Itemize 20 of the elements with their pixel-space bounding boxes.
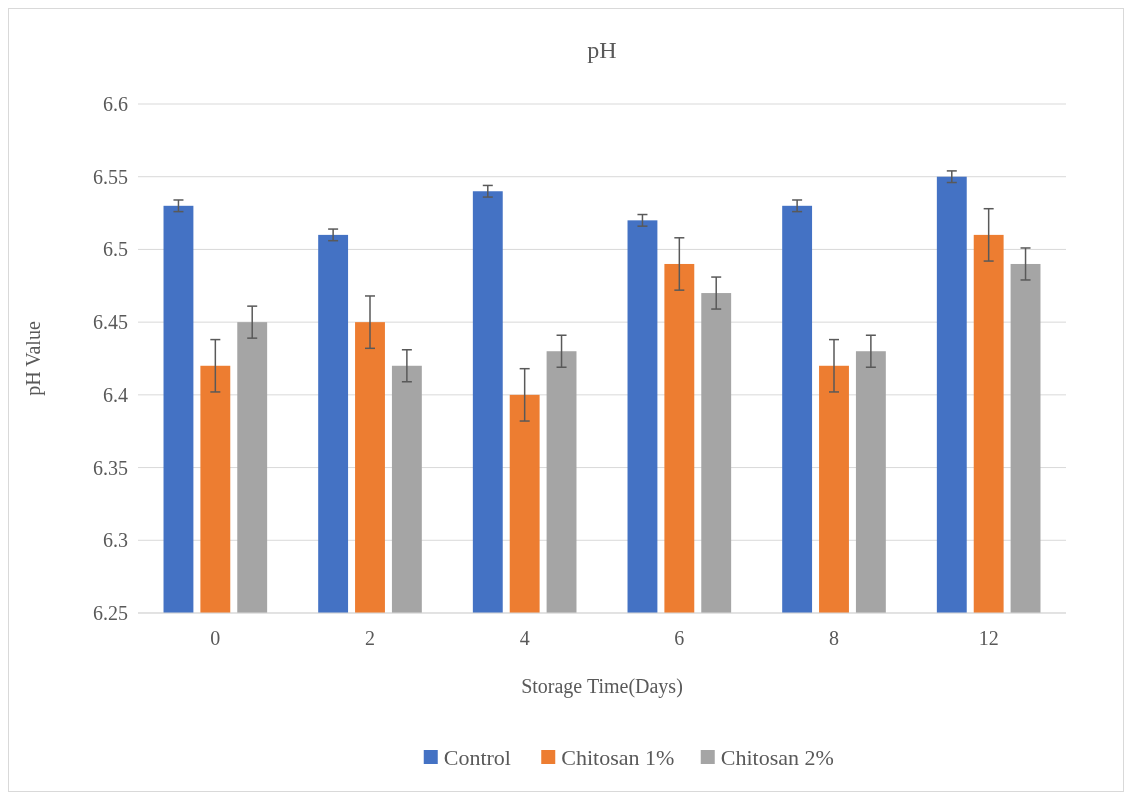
y-tick-label: 6.3	[103, 529, 128, 552]
x-tick-label: 8	[829, 627, 839, 649]
legend-label: Control	[443, 744, 511, 770]
x-tick-label: 6	[674, 627, 685, 649]
y-tick-label: 6.35	[93, 456, 128, 479]
x-tick-label: 2	[365, 627, 375, 649]
legend-label: Chitosan 2%	[720, 744, 834, 770]
y-tick-label: 6.4	[103, 383, 128, 406]
x-tick-label: 0	[210, 627, 221, 649]
chart-title: pH	[587, 37, 617, 63]
x-tick-label: 4	[519, 627, 530, 649]
y-tick-label: 6.45	[93, 311, 128, 334]
y-tick-label: 6.55	[93, 165, 128, 188]
x-axis-title: Storage Time(Days)	[521, 675, 683, 698]
x-tick-label: 12	[978, 627, 999, 649]
y-tick-label: 6.25	[93, 602, 128, 624]
y-axis-title: pH Value	[22, 321, 45, 396]
legend-label: Chitosan 1%	[561, 744, 675, 770]
y-tick-label: 6.5	[103, 238, 128, 261]
y-tick-label: 6.6	[103, 93, 128, 115]
